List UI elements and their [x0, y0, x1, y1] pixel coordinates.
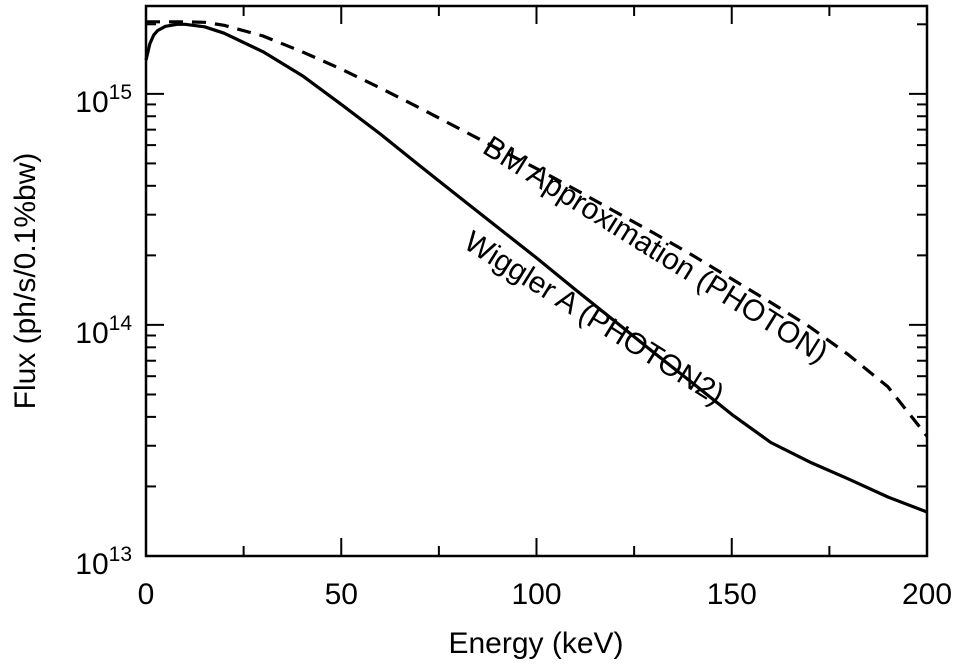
axis-ticks: [146, 6, 927, 556]
bm-approximation-label: BM Approximation (PHOTON): [477, 130, 833, 370]
x-tick-label: 200: [902, 578, 952, 611]
x-tick-label: 50: [325, 578, 358, 611]
x-tick-label: 150: [707, 578, 757, 611]
y-tick-label: 1013: [75, 543, 132, 581]
x-axis-title: Energy (keV): [448, 627, 623, 660]
y-tick-base: 10: [75, 86, 108, 119]
series-curves: [144, 20, 929, 514]
wiggler-a-curve: [144, 22, 928, 514]
y-tick-exponent: 15: [109, 81, 132, 104]
y-tick-label: 1015: [75, 81, 132, 119]
x-tick-labels: 0 50 100 150 200: [138, 578, 952, 611]
y-tick-base: 10: [75, 548, 108, 581]
y-tick-exponent: 13: [109, 543, 132, 566]
y-tick-base: 10: [75, 317, 108, 350]
y-axis-title: Flux (ph/s/0.1%bw): [9, 153, 42, 410]
x-tick-label: 100: [511, 578, 561, 611]
bm-approximation-curve: [146, 20, 929, 438]
x-tick-label: 0: [138, 578, 155, 611]
y-tick-exponent: 14: [109, 312, 133, 335]
y-tick-label: 1014: [75, 312, 132, 350]
